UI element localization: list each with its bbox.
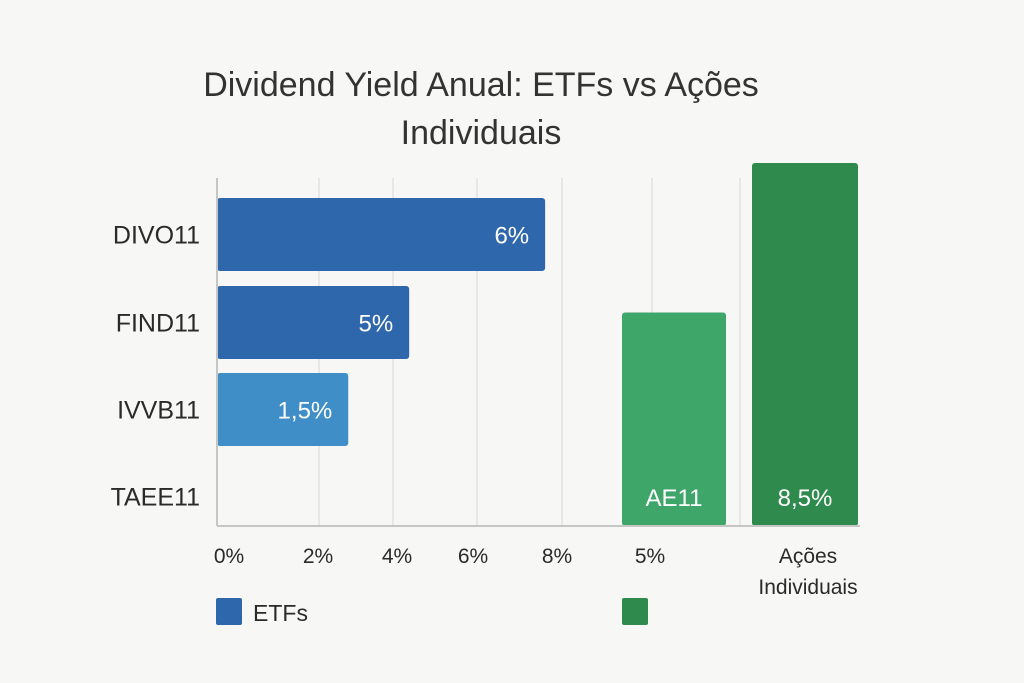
x-tick-label: 8%: [542, 545, 572, 568]
bar-value-label: 5%: [359, 311, 394, 338]
x-tick-label: 0%: [214, 545, 244, 568]
category-label: DIVO11: [113, 222, 200, 250]
bar-value-label: AE11: [646, 485, 703, 512]
acoes-category-label: Ações: [779, 545, 837, 568]
bar-value-label: 1,5%: [278, 398, 333, 425]
category-label: FIND11: [116, 310, 200, 338]
category-label: TAEE11: [111, 484, 200, 512]
x-tick-label: 4%: [382, 545, 412, 568]
etf-bar: [217, 286, 410, 359]
legend-label: ETFs: [253, 600, 308, 626]
x-tick-label: 5%: [635, 545, 665, 568]
legend-swatch: [216, 598, 242, 625]
x-tick-label: 2%: [303, 545, 333, 568]
labels: DIVO11 FIND11 IVVB11 TAEE11 6% 5% 1,5% AE11 8,5%…: [111, 222, 858, 600]
etf-bar: [217, 373, 349, 446]
etf-bar: [217, 198, 546, 271]
acoes-bar: [622, 312, 726, 526]
x-tick-label: 6%: [458, 545, 488, 568]
acoes-bar: [752, 163, 858, 526]
legend-swatch: [622, 598, 648, 625]
acoes-category-label: Individuais: [758, 576, 857, 599]
chart-title-line-2: Individuais: [401, 114, 562, 152]
bar-value-label: 6%: [494, 223, 529, 250]
category-label: IVVB11: [117, 397, 200, 425]
bar-value-label: 8,5%: [778, 485, 833, 512]
bars: [217, 163, 858, 526]
chart-title-line-1: Dividend Yield Anual: ETFs vs Ações: [203, 66, 759, 104]
legend: ETFs: [216, 598, 648, 626]
